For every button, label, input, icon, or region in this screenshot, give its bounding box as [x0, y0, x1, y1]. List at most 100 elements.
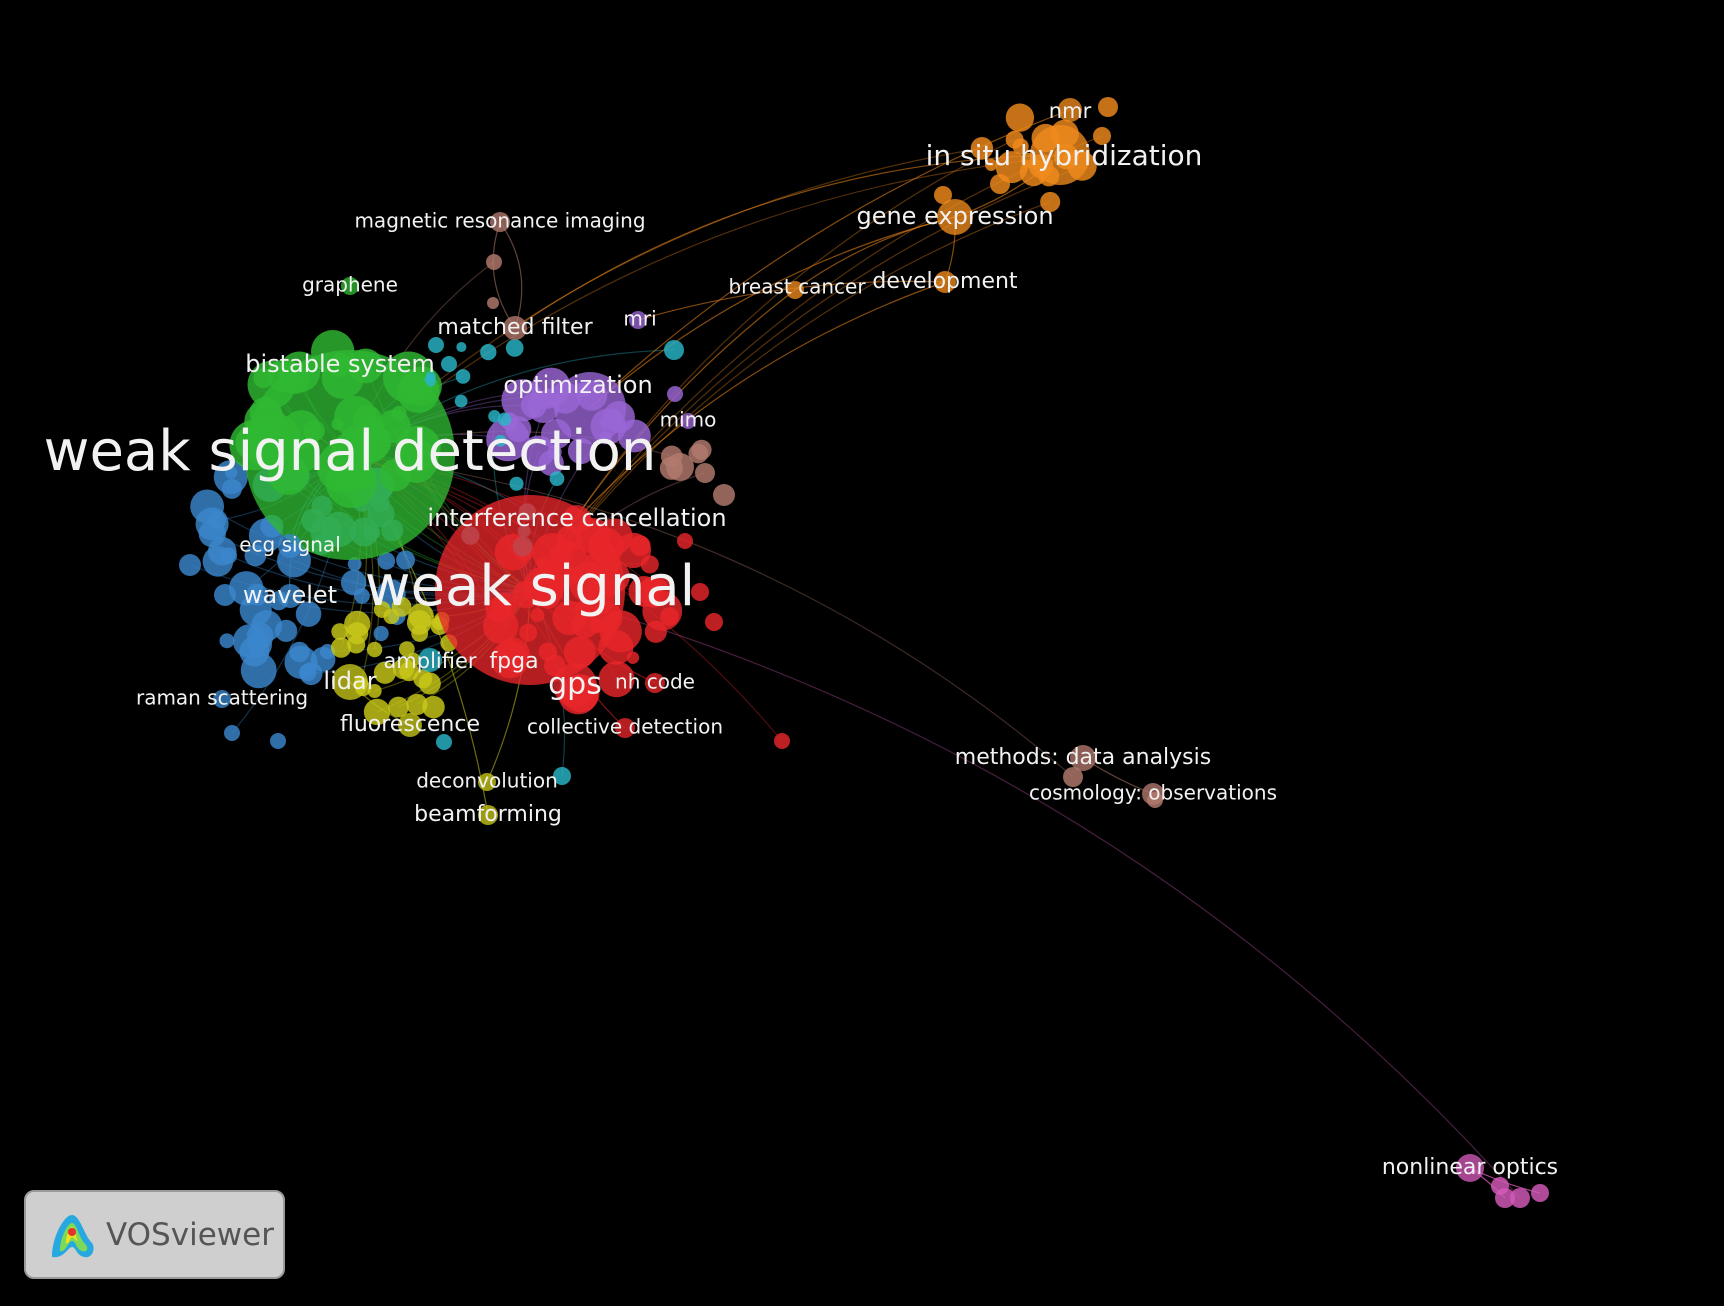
minor-node[interactable] [990, 174, 1010, 194]
minor-node[interactable] [691, 439, 712, 460]
minor-node[interactable] [219, 633, 235, 649]
node-optimization[interactable] [554, 372, 626, 444]
minor-node[interactable] [396, 550, 416, 570]
node-mri[interactable] [629, 311, 647, 329]
minor-node[interactable] [640, 555, 659, 574]
minor-node[interactable] [1005, 130, 1024, 149]
minor-node[interactable] [436, 734, 452, 750]
minor-node[interactable] [367, 683, 382, 699]
node-gps[interactable] [553, 663, 597, 707]
node-graphene[interactable] [341, 277, 359, 295]
node-nonlinear-optics[interactable] [1456, 1154, 1484, 1182]
minor-node[interactable] [248, 633, 272, 657]
minor-node[interactable] [1098, 97, 1118, 117]
minor-node[interactable] [377, 552, 396, 570]
minor-node[interactable] [486, 254, 502, 270]
minor-node[interactable] [207, 511, 227, 530]
minor-node[interactable] [1093, 127, 1111, 145]
minor-node[interactable] [406, 652, 421, 667]
minor-node[interactable] [488, 410, 501, 423]
minor-node[interactable] [422, 695, 445, 719]
minor-node[interactable] [494, 434, 507, 447]
minor-node[interactable] [413, 669, 433, 689]
minor-node[interactable] [411, 625, 429, 642]
minor-node[interactable] [366, 641, 383, 658]
minor-node[interactable] [213, 460, 248, 495]
minor-node[interactable] [486, 417, 530, 462]
node-deconvolution[interactable] [478, 773, 496, 791]
minor-node[interactable] [347, 557, 362, 571]
minor-node[interactable] [373, 625, 389, 642]
minor-node[interactable] [388, 696, 409, 718]
minor-node[interactable] [985, 158, 998, 171]
minor-node[interactable] [1040, 191, 1061, 212]
node-nh-code[interactable] [645, 673, 665, 693]
node-amplifier[interactable] [418, 648, 442, 672]
minor-node[interactable] [677, 533, 693, 549]
minor-node[interactable] [480, 343, 497, 361]
node-lidar[interactable] [332, 664, 368, 700]
minor-node[interactable] [644, 620, 667, 643]
minor-node[interactable] [408, 603, 434, 629]
minor-node[interactable] [553, 767, 571, 785]
node-ecg-signal[interactable] [278, 534, 302, 558]
minor-node[interactable] [667, 386, 683, 402]
node-weak-signal-detection[interactable] [245, 350, 455, 560]
minor-node[interactable] [664, 340, 684, 360]
minor-node[interactable] [295, 601, 322, 627]
minor-node[interactable] [642, 585, 665, 607]
minor-node[interactable] [406, 693, 428, 716]
node-matched-filter[interactable] [503, 316, 527, 340]
node-wavelet[interactable] [278, 584, 302, 608]
minor-node[interactable] [373, 661, 397, 684]
minor-node[interactable] [522, 435, 555, 468]
node-weak-signal[interactable] [435, 495, 625, 685]
minor-node[interactable] [549, 471, 565, 487]
node-cosmology-observations[interactable] [1142, 783, 1164, 805]
node-fluorescence[interactable] [398, 713, 422, 737]
minor-node[interactable] [705, 613, 723, 631]
minor-node[interactable] [713, 484, 735, 506]
minor-node[interactable] [1491, 1177, 1509, 1195]
vosviewer-logo-badge[interactable]: VOSviewer [24, 1190, 285, 1279]
minor-node[interactable] [509, 476, 524, 491]
minor-node[interactable] [695, 463, 715, 483]
node-fpga[interactable] [502, 648, 526, 672]
minor-node[interactable] [428, 337, 444, 353]
node-collective-detection[interactable] [615, 718, 635, 738]
minor-node[interactable] [1005, 103, 1035, 132]
minor-node[interactable] [441, 356, 457, 372]
node-methods-data-analysis[interactable] [1070, 745, 1096, 771]
minor-node[interactable] [497, 412, 512, 426]
minor-node[interactable] [270, 733, 286, 749]
node-bistable-system[interactable] [328, 353, 352, 377]
minor-node[interactable] [202, 546, 234, 577]
node-magnetic-resonance-imaging[interactable] [490, 212, 510, 232]
minor-node[interactable] [1531, 1184, 1549, 1202]
minor-node[interactable] [214, 584, 236, 606]
minor-node[interactable] [455, 369, 471, 384]
minor-node[interactable] [330, 637, 352, 658]
minor-node[interactable] [354, 588, 370, 604]
minor-node[interactable] [331, 623, 348, 640]
node-beamforming[interactable] [478, 805, 498, 825]
minor-node[interactable] [666, 453, 694, 481]
node-mimo[interactable] [680, 413, 696, 429]
minor-node[interactable] [454, 394, 468, 408]
node-gene-expression[interactable] [937, 199, 973, 235]
minor-node[interactable] [1510, 1188, 1530, 1208]
minor-node[interactable] [284, 645, 318, 679]
minor-node[interactable] [934, 186, 952, 204]
minor-node[interactable] [487, 297, 499, 309]
minor-node[interactable] [567, 437, 595, 465]
minor-node[interactable] [660, 607, 679, 626]
minor-node[interactable] [456, 341, 467, 353]
node-interference-cancellation[interactable] [563, 505, 591, 533]
minor-node[interactable] [383, 608, 400, 625]
node-in-situ-hybridization[interactable] [1030, 125, 1090, 185]
node-raman-scattering[interactable] [213, 690, 231, 708]
minor-node[interactable] [363, 698, 391, 726]
node-breast-cancer[interactable] [786, 281, 804, 299]
node-development[interactable] [934, 271, 956, 293]
